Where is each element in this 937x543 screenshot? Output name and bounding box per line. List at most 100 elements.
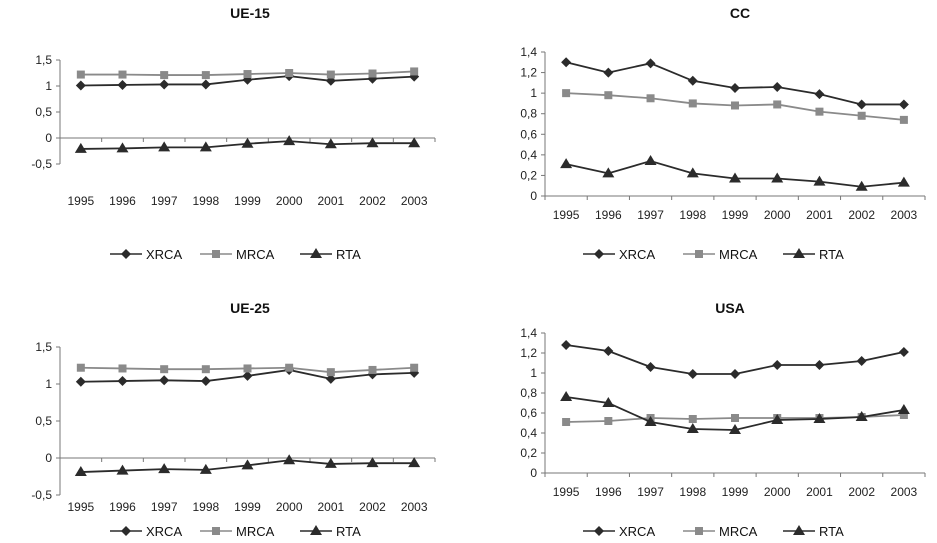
- data-point-mrca: [118, 70, 127, 79]
- data-point-xrca: [730, 369, 740, 379]
- legend-label-xrca: XRCA: [619, 524, 655, 539]
- data-point-rta: [855, 180, 868, 191]
- x-tick-label: 1997: [151, 194, 178, 208]
- data-point-xrca: [687, 75, 698, 86]
- chart-panel-usa: USA 0 0,2 0,4 0,6 0,8 1 1,2 1,4 1995 1996 1997 1998 1…: [520, 300, 926, 539]
- data-point-mrca: [773, 100, 782, 109]
- data-point-rta: [897, 176, 910, 187]
- data-point-mrca: [562, 418, 571, 426]
- data-point-rta: [729, 424, 741, 434]
- x-tick-label: 1999: [234, 194, 261, 208]
- data-point-mrca: [285, 69, 294, 77]
- x-tick-label: 2002: [359, 194, 386, 208]
- x-tick-label: 2002: [848, 485, 875, 499]
- y-tick-label: 1: [530, 86, 537, 100]
- data-point-rta: [813, 413, 826, 423]
- legend-label-xrca: XRCA: [146, 247, 182, 262]
- x-tick-label: 1999: [722, 485, 749, 499]
- legend-marker-xrca: [594, 526, 604, 536]
- x-tick-label: 2000: [276, 500, 303, 514]
- legend-label-mrca: MRCA: [719, 247, 758, 262]
- data-point-xrca: [325, 373, 336, 384]
- data-point-rta: [560, 158, 573, 169]
- data-point-rta: [116, 464, 129, 475]
- data-point-mrca: [368, 69, 377, 78]
- y-tick-label: 0,4: [520, 426, 537, 440]
- data-point-xrca: [730, 83, 740, 93]
- x-tick-label: 1996: [109, 194, 136, 208]
- data-point-xrca: [603, 346, 614, 356]
- data-point-mrca: [76, 70, 85, 79]
- data-point-rta: [241, 459, 254, 470]
- data-point-mrca: [731, 414, 739, 422]
- data-point-mrca: [857, 111, 866, 120]
- data-point-xrca: [898, 347, 909, 357]
- data-point-rta: [408, 457, 421, 468]
- data-point-mrca: [326, 70, 335, 79]
- data-point-mrca: [604, 91, 613, 100]
- data-point-mrca: [285, 363, 294, 372]
- y-tick-label: 0: [45, 451, 52, 465]
- data-point-rta: [283, 454, 296, 465]
- data-point-xrca: [117, 79, 128, 90]
- x-tick-label: 2003: [401, 194, 428, 208]
- data-point-rta: [813, 175, 826, 186]
- legend-marker-xrca: [121, 526, 131, 536]
- x-tick-label: 2000: [764, 208, 791, 222]
- data-point-mrca: [160, 71, 169, 80]
- legend-marker-mrca: [695, 527, 703, 535]
- data-point-xrca: [898, 99, 909, 110]
- legend-marker-rta: [310, 248, 322, 258]
- data-point-xrca: [200, 79, 211, 90]
- legend-marker-mrca: [695, 250, 703, 258]
- data-point-mrca: [368, 365, 377, 374]
- chart-title: USA: [715, 300, 745, 316]
- data-point-rta: [771, 172, 784, 183]
- y-tick-label: 0,2: [520, 446, 537, 460]
- x-tick-label: 1995: [553, 208, 580, 222]
- y-tick-label: -0,5: [31, 488, 52, 502]
- data-point-rta: [199, 463, 212, 474]
- legend-marker-xrca: [121, 249, 131, 259]
- data-point-mrca: [326, 368, 335, 377]
- y-tick-label: 1,2: [520, 66, 537, 80]
- data-point-mrca: [410, 363, 419, 372]
- data-point-mrca: [688, 415, 697, 423]
- data-point-rta: [771, 414, 784, 424]
- data-point-xrca: [159, 79, 170, 90]
- data-point-mrca: [118, 364, 127, 373]
- data-point-rta: [729, 172, 741, 183]
- x-tick-label: 2001: [317, 500, 344, 514]
- x-tick-label: 1998: [679, 485, 706, 499]
- data-point-xrca: [814, 360, 825, 370]
- legend-label-mrca: MRCA: [719, 524, 758, 539]
- data-point-xrca: [75, 376, 86, 387]
- x-tick-label: 1999: [234, 500, 261, 514]
- legend-label-rta: RTA: [336, 247, 361, 262]
- x-tick-label: 2002: [359, 500, 386, 514]
- data-point-mrca: [562, 89, 571, 98]
- data-point-mrca: [731, 101, 739, 110]
- data-point-mrca: [201, 71, 210, 80]
- chart-panel-ue-15: UE-15 -0,5 0 0,5 1 1,5 1995 1996 1997 1998 1999 200…: [31, 5, 436, 262]
- chart-title: UE-25: [230, 300, 270, 316]
- legend-label-xrca: XRCA: [146, 524, 182, 539]
- x-tick-label: 2001: [806, 208, 833, 222]
- data-point-mrca: [899, 115, 908, 124]
- legend-label-rta: RTA: [336, 524, 361, 539]
- y-tick-label: 0,2: [520, 168, 537, 182]
- x-tick-label: 1995: [67, 500, 94, 514]
- x-tick-label: 1995: [67, 194, 94, 208]
- x-tick-label: 1997: [637, 485, 664, 499]
- x-tick-label: 1995: [553, 485, 580, 499]
- legend-marker-rta: [793, 525, 805, 535]
- data-point-mrca: [160, 365, 169, 374]
- x-tick-label: 2003: [891, 485, 918, 499]
- x-tick-label: 2001: [806, 485, 833, 499]
- data-point-mrca: [243, 364, 252, 373]
- data-point-xrca: [242, 370, 253, 381]
- y-tick-label: 1: [45, 79, 52, 93]
- y-tick-label: 0,6: [520, 127, 537, 141]
- x-tick-label: 1996: [595, 485, 622, 499]
